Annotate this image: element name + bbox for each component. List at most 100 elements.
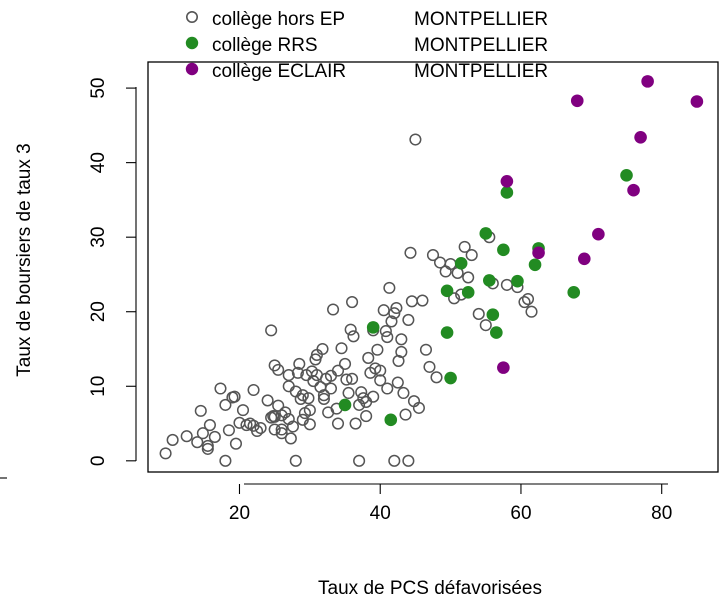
data-point [166, 433, 179, 446]
data-point [448, 292, 461, 305]
data-point [353, 454, 366, 467]
data-point [444, 257, 457, 271]
x-tick-label: 40 [370, 503, 391, 524]
data-point [222, 424, 235, 437]
data-point [203, 418, 216, 432]
data-point [381, 382, 394, 395]
data-point [500, 186, 514, 199]
data-point [479, 319, 492, 332]
data-point [331, 417, 345, 430]
data-point [219, 454, 232, 467]
data-point [279, 406, 292, 419]
data-point [620, 169, 633, 182]
data-point [371, 343, 384, 356]
data-point [282, 369, 295, 382]
data-point [201, 442, 214, 455]
series-1 [338, 169, 633, 427]
data-point [381, 331, 394, 344]
data-point [521, 293, 535, 306]
data-point [310, 369, 323, 382]
data-point [577, 252, 591, 266]
data-point [219, 398, 232, 411]
data-point [397, 386, 410, 400]
legend-marker-rrs [185, 36, 199, 50]
data-point [440, 284, 454, 298]
data-point [500, 174, 514, 188]
data-point [317, 389, 330, 402]
data-point [390, 301, 403, 315]
y-tick-label: 10 [88, 376, 109, 397]
data-point [440, 326, 454, 339]
data-point [497, 361, 510, 374]
data-point [500, 278, 513, 291]
data-points [159, 75, 704, 467]
data-point [268, 410, 281, 423]
data-point [423, 360, 436, 373]
data-point [228, 390, 241, 403]
data-point [355, 386, 368, 399]
data-point [497, 243, 510, 257]
data-point [208, 430, 221, 444]
data-point [525, 305, 538, 318]
data-point [486, 308, 500, 322]
legend: collège hors EP MONTPELLIER collège RRS … [185, 9, 548, 82]
legend-city-eclair: MONTPELLIER [414, 61, 548, 82]
data-point [275, 427, 288, 440]
data-point [454, 256, 468, 270]
data-point [592, 227, 605, 241]
y-tick-label: 50 [88, 78, 109, 99]
data-point [472, 307, 485, 321]
legend-city-hors-ep: MONTPELLIER [414, 9, 548, 30]
data-point [570, 94, 584, 108]
data-point [388, 454, 401, 467]
legend-marker-hors-ep [186, 11, 199, 23]
plot-area [147, 61, 719, 473]
data-point [360, 410, 373, 423]
data-point [567, 286, 581, 299]
data-point [344, 323, 357, 336]
data-point [379, 325, 392, 338]
data-point [233, 416, 246, 429]
data-point [268, 423, 281, 436]
series-2 [497, 75, 704, 374]
legend-city-rrs: MONTPELLIER [414, 35, 548, 56]
data-point [303, 404, 316, 417]
data-point [395, 345, 408, 359]
data-point [265, 324, 278, 337]
data-point [482, 274, 496, 287]
data-point [347, 330, 360, 343]
data-point [338, 398, 352, 412]
data-point [296, 413, 309, 426]
data-point [388, 307, 401, 320]
series-0 [159, 133, 538, 467]
data-point [284, 432, 297, 445]
data-point [385, 315, 398, 328]
data-point [349, 417, 362, 430]
data-point [391, 376, 404, 389]
data-point [399, 408, 412, 421]
y-tick-label: 20 [88, 301, 109, 322]
data-point [532, 246, 545, 260]
data-point [159, 447, 172, 460]
y-tick-label: 30 [88, 227, 109, 248]
data-point [275, 423, 288, 436]
data-point [366, 321, 380, 334]
y-tick-label: 0 [88, 456, 109, 467]
data-point [307, 375, 320, 388]
data-point [430, 371, 443, 384]
data-point [296, 389, 309, 402]
data-point [251, 424, 264, 438]
data-point [331, 364, 345, 377]
data-point [346, 372, 359, 385]
data-point [528, 258, 542, 272]
data-point [327, 303, 340, 316]
data-point [275, 409, 288, 422]
data-point [340, 373, 353, 386]
legend-label-hors-ep: collège hors EP [212, 9, 345, 30]
data-point [383, 281, 396, 294]
data-point [362, 351, 375, 364]
data-point [353, 398, 366, 411]
data-point [402, 454, 415, 467]
data-point [272, 363, 285, 376]
